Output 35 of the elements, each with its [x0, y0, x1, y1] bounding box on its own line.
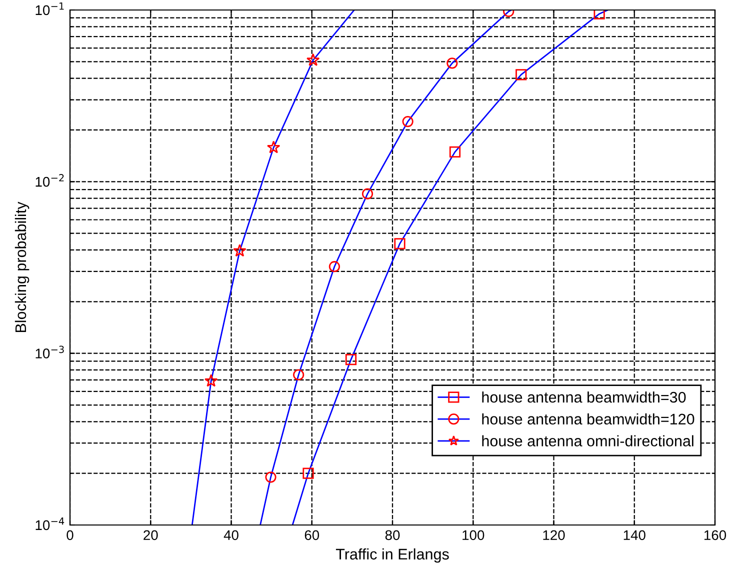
point	[394, 238, 406, 250]
x-tick-label: 160	[704, 530, 726, 540]
legend-label: house antenna beamwidth=30	[482, 391, 686, 403]
point	[446, 58, 458, 69]
x-tick-label: 120	[543, 530, 565, 540]
x-tick-label: 60	[304, 530, 320, 540]
point	[402, 116, 414, 128]
y-tick-label: 10$^{−4}$	[36, 518, 64, 530]
x-tick-label: 40	[224, 530, 238, 540]
point	[266, 140, 280, 154]
point	[594, 10, 605, 20]
y-axis-title: Blocking probability	[14, 202, 30, 332]
y-tick-label: 10$^{−3}$	[36, 346, 64, 358]
x-axis-title: Traffic in Erlangs	[336, 548, 449, 563]
point	[345, 354, 357, 366]
point	[302, 468, 314, 479]
line-series	[191, 10, 355, 525]
y-tick-label: 10$^{−2}$	[36, 174, 64, 187]
point	[306, 53, 320, 66]
point	[233, 244, 246, 257]
legend-label: house antenna omni-directional	[482, 435, 694, 446]
point	[362, 188, 374, 200]
point	[293, 369, 304, 380]
point	[204, 374, 218, 387]
point	[516, 69, 527, 80]
x-tick-label: 20	[144, 530, 158, 540]
point	[328, 261, 340, 272]
point	[265, 472, 276, 483]
x-tick-label: 140	[624, 530, 646, 540]
x-tick-label: 100	[462, 530, 484, 540]
legend-label: house antenna beamwidth=120	[482, 413, 694, 425]
y-tick-label: 10$^{−1}$	[36, 2, 64, 16]
x-tick-label: 80	[385, 530, 400, 540]
x-tick-label: 0	[66, 530, 74, 540]
point	[449, 146, 461, 158]
